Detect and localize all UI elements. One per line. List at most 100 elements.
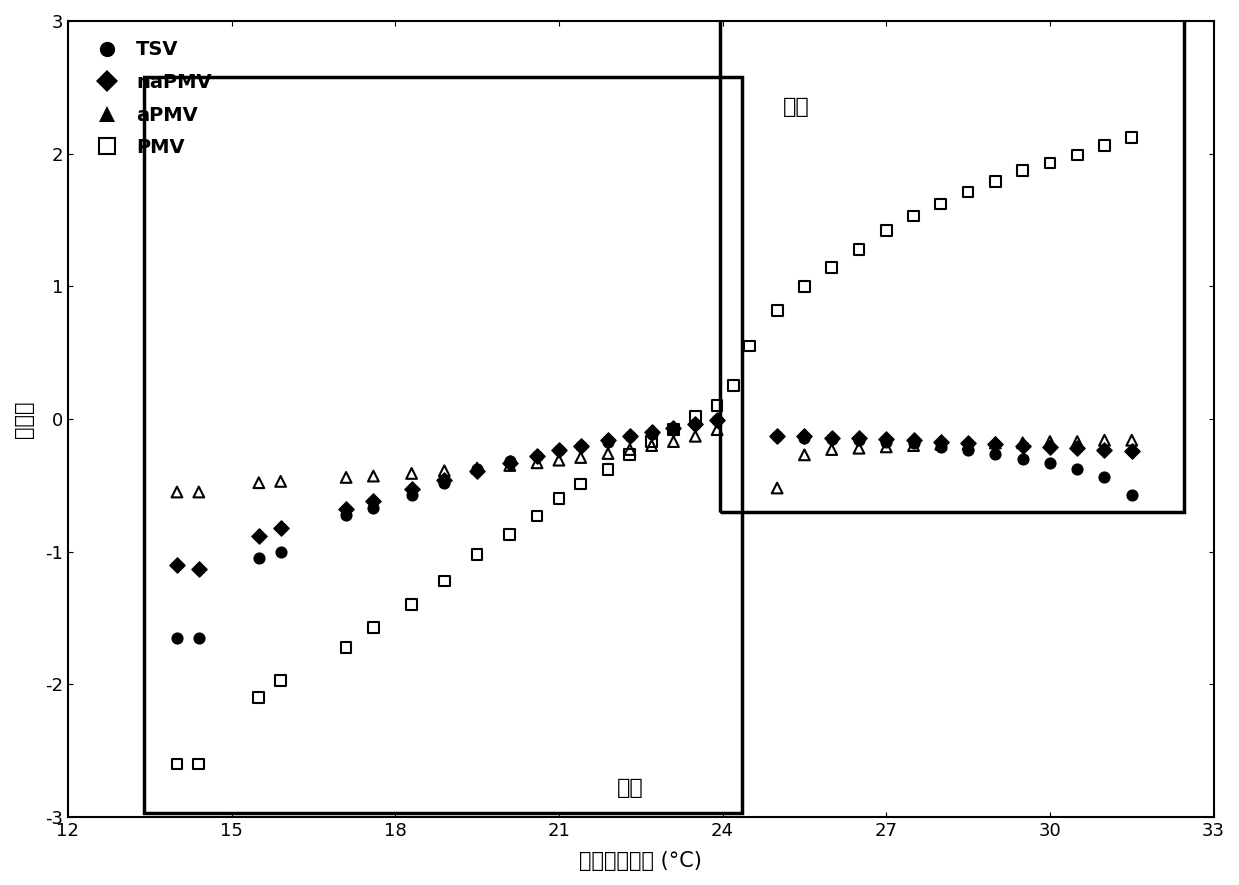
aPMV <box>571 450 591 465</box>
naPMV <box>435 473 455 487</box>
PMV <box>401 597 421 612</box>
naPMV <box>685 417 705 431</box>
Point <box>1067 148 1087 162</box>
PMV <box>271 673 291 688</box>
aPMV <box>167 485 187 499</box>
PMV <box>664 422 684 436</box>
Point <box>767 304 787 318</box>
Point <box>903 209 923 223</box>
Point <box>794 430 814 444</box>
Bar <box>720 0 1183 512</box>
TSV <box>249 551 269 566</box>
naPMV <box>707 413 727 427</box>
Point <box>985 174 1005 189</box>
Point <box>985 437 1005 451</box>
TSV <box>336 507 356 521</box>
Point <box>849 433 869 447</box>
TSV <box>527 449 546 463</box>
Y-axis label: 热感觉: 热感觉 <box>14 400 33 438</box>
Point <box>1094 442 1114 457</box>
TSV <box>571 438 591 452</box>
PMV <box>467 547 487 561</box>
Point <box>1121 131 1141 145</box>
PMV <box>642 435 662 449</box>
naPMV <box>363 494 383 508</box>
Point <box>821 432 841 446</box>
Point <box>1067 441 1087 455</box>
PMV <box>527 509 546 523</box>
Point <box>985 435 1005 450</box>
Point <box>930 437 950 451</box>
naPMV <box>499 456 519 470</box>
aPMV <box>549 453 569 467</box>
aPMV <box>435 464 455 478</box>
Point <box>767 429 787 443</box>
aPMV <box>642 438 662 452</box>
Point <box>876 435 896 449</box>
Text: 夏季: 夏季 <box>783 97 809 117</box>
Point <box>1012 164 1032 178</box>
PMV <box>188 757 208 771</box>
Point <box>930 197 950 212</box>
TSV <box>642 427 662 441</box>
Point <box>740 339 760 353</box>
PMV <box>707 398 727 412</box>
Point <box>849 430 869 444</box>
Point <box>1067 435 1087 449</box>
naPMV <box>549 442 569 457</box>
Point <box>849 242 869 257</box>
PMV <box>549 491 569 505</box>
naPMV <box>401 482 421 496</box>
naPMV <box>620 429 639 443</box>
aPMV <box>598 446 618 460</box>
aPMV <box>467 461 487 475</box>
naPMV <box>467 464 487 478</box>
aPMV <box>188 485 208 499</box>
Point <box>958 442 978 457</box>
Point <box>1040 440 1059 454</box>
Point <box>1012 451 1032 466</box>
aPMV <box>664 435 684 449</box>
Point <box>1067 462 1087 476</box>
Point <box>1121 443 1141 458</box>
PMV <box>685 409 705 423</box>
PMV <box>571 477 591 491</box>
Point <box>849 441 869 455</box>
Text: 冬季: 冬季 <box>617 778 643 798</box>
naPMV <box>249 528 269 543</box>
Point <box>1121 433 1141 447</box>
Point <box>930 435 950 449</box>
Point <box>794 280 814 294</box>
Point <box>930 440 950 454</box>
aPMV <box>249 475 269 489</box>
Point <box>821 430 841 444</box>
naPMV <box>642 425 662 439</box>
naPMV <box>188 562 208 576</box>
Point <box>1094 433 1114 447</box>
Point <box>876 224 896 238</box>
aPMV <box>707 422 727 436</box>
Point <box>903 438 923 452</box>
naPMV <box>571 438 591 452</box>
PMV <box>363 620 383 635</box>
Point <box>876 440 896 454</box>
TSV <box>685 417 705 431</box>
Point <box>1094 139 1114 153</box>
Point <box>903 433 923 447</box>
naPMV <box>598 433 618 447</box>
Point <box>767 481 787 495</box>
aPMV <box>527 456 546 470</box>
Point <box>958 185 978 199</box>
TSV <box>188 631 208 645</box>
Point <box>1121 488 1141 502</box>
Bar <box>144 77 742 813</box>
PMV <box>435 573 455 588</box>
Legend: TSV, naPMV, aPMV, PMV: TSV, naPMV, aPMV, PMV <box>78 31 222 167</box>
Point <box>821 442 841 457</box>
TSV <box>467 462 487 476</box>
aPMV <box>271 474 291 489</box>
Point <box>958 437 978 451</box>
Point <box>724 379 743 393</box>
Point <box>794 448 814 462</box>
PMV <box>336 640 356 654</box>
